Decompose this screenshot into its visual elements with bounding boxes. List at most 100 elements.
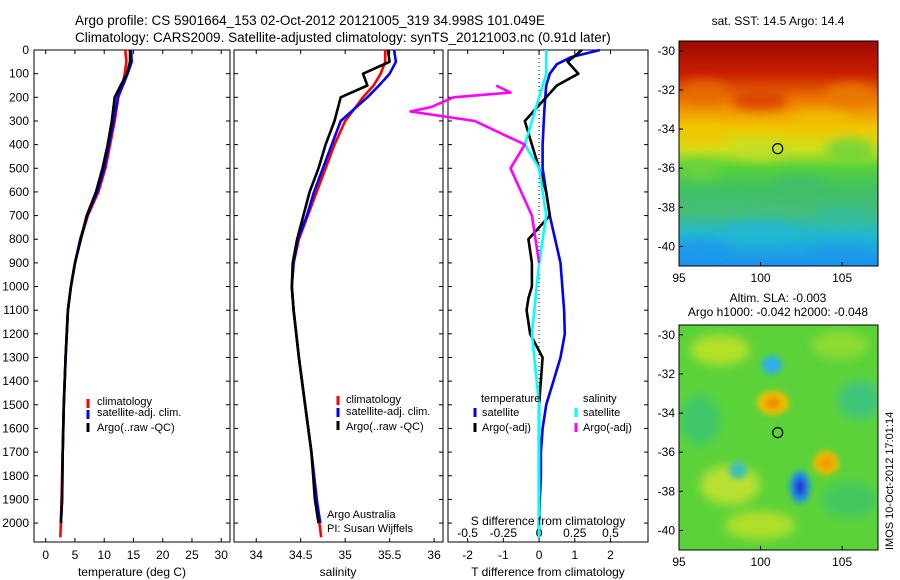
credit-line-1: Argo Australia	[327, 509, 396, 521]
depth-tick-label: 600	[9, 185, 29, 199]
s-difference-tick-label: 0.5	[602, 526, 619, 540]
sla-map-axes: 95 100 105 -30 -32 -34 -36 -38 -40	[658, 328, 853, 569]
depth-tick-label: 1600	[2, 421, 29, 435]
depth-tick-label: 0	[22, 43, 29, 57]
difference-series-sat	[537, 48, 601, 538]
map-ytick-label: -36	[658, 161, 676, 175]
salinity-plot: 34 34.5 35 35.5 36	[234, 49, 443, 562]
map-xtick-label: 100	[751, 271, 771, 285]
depth-tick-label: 500	[9, 161, 29, 175]
sla-label: Altim. SLA: -0.003	[730, 291, 827, 305]
depth-tick-label: 1400	[2, 374, 29, 388]
depth-tick-label: 100	[9, 67, 29, 81]
map-ytick-label: -38	[658, 200, 676, 214]
legend-heading-temperature: temperature	[481, 393, 540, 405]
legend-label-s-satellite: satellite	[583, 407, 620, 419]
map-ytick-label: -32	[658, 83, 676, 97]
temperature-xtick-label: 0	[42, 548, 49, 562]
salinity-panel-frame	[233, 49, 444, 543]
temperature-legend: climatology satellite-adj. clim. Argo(..…	[86, 396, 181, 434]
legend-label-t-argo: Argo(-adj)	[482, 422, 531, 434]
timestamp-label: IMOS 10-Oct-2012 17:01:14	[884, 412, 896, 550]
salinity-xtick-label: 34	[250, 548, 264, 562]
legend-label-satellite: satellite-adj. clim.	[346, 406, 430, 418]
difference-panel-frame	[447, 49, 649, 543]
legend-label-argo: Argo(..raw -QC)	[97, 422, 175, 434]
s-difference-tick-label: -0.25	[490, 526, 518, 540]
difference-series-argo	[523, 48, 583, 538]
depth-tick-label: 1200	[2, 327, 29, 341]
temperature-axis-label: temperature (deg C)	[78, 565, 186, 579]
depth-tick-label: 300	[9, 114, 29, 128]
map-ytick-label: -34	[658, 406, 676, 420]
depth-tick-label: 800	[9, 232, 29, 246]
depth-tick-label: 1700	[2, 445, 29, 459]
temperature-xtick-label: 25	[185, 548, 199, 562]
legend-label-argo: Argo(..raw -QC)	[346, 421, 424, 433]
temperature-plot: 0 5 10 15 20 25 30	[34, 49, 230, 562]
legend-label-climatology: climatology	[346, 394, 402, 406]
temperature-xtick-label: 15	[127, 548, 141, 562]
difference-xtick-label: 0	[536, 548, 543, 562]
credit-line-2: PI: Susan Wijffels	[327, 523, 413, 535]
sst-map-image	[679, 41, 878, 266]
s-difference-tick-label: -0.5	[457, 526, 478, 540]
title-line-1: Argo profile: CS 5901664_153 02-Oct-2012…	[75, 13, 545, 28]
depth-tick-label: 900	[9, 256, 29, 270]
map-ytick-label: -30	[658, 44, 676, 58]
sst-map-axes: 95 100 105 -30 -32 -34 -36 -38 -40	[658, 44, 853, 285]
difference-xtick-label: 2	[607, 548, 614, 562]
sla-map-image	[679, 325, 878, 550]
legend-heading-salinity: salinity	[583, 393, 617, 405]
title-line-2: Climatology: CARS2009. Satellite-adjuste…	[75, 30, 611, 45]
difference-series-argo_s	[409, 84, 541, 264]
sst-map-frame	[678, 40, 879, 267]
map-ytick-label: -40	[658, 523, 676, 537]
legend-label-s-argo: Argo(-adj)	[583, 422, 632, 434]
depth-tick-label: 1900	[2, 492, 29, 506]
temperature-xtick-label: 10	[98, 548, 112, 562]
salinity-xtick-label: 35	[338, 548, 352, 562]
difference-series-sat_s	[523, 50, 548, 538]
difference-xtick-label: -1	[498, 548, 509, 562]
sst-map-title: sat. SST: 14.5 Argo: 14.4	[712, 14, 845, 28]
map-xtick-label: 95	[672, 271, 686, 285]
depth-tick-label: 700	[9, 209, 29, 223]
depth-tick-label: 1100	[3, 303, 29, 317]
legend-label-climatology: climatology	[97, 396, 153, 408]
difference-xtick-label: 1	[571, 548, 578, 562]
depth-tick-labels: 0 100 200 300 400 500 600 700 800 900 1000 1100 1200…	[2, 43, 29, 530]
temperature-panel-frame	[33, 49, 231, 543]
argo-location-marker	[772, 143, 784, 155]
depth-tick-label: 1300	[2, 351, 29, 365]
depth-tick-label: 1800	[2, 469, 29, 483]
depth-tick-label: 1500	[2, 398, 29, 412]
salinity-series-argo	[290, 49, 391, 524]
map-xtick-label: 100	[751, 555, 771, 569]
salinity-xtick-label: 35.5	[378, 548, 402, 562]
t-difference-axis-label: T difference from climatology	[471, 565, 625, 579]
legend-label-satellite: satellite-adj. clim.	[97, 407, 181, 419]
map-ytick-label: -38	[658, 484, 676, 498]
map-xtick-label: 105	[832, 271, 852, 285]
sla-map-frame	[678, 324, 879, 551]
map-ytick-label: -32	[658, 367, 676, 381]
salinity-xtick-label: 36	[427, 548, 441, 562]
temperature-xtick-label: 20	[156, 548, 170, 562]
map-xtick-label: 105	[832, 555, 852, 569]
depth-tick-label: 2000	[2, 516, 29, 530]
salinity-axis-label: salinity	[320, 565, 357, 579]
temperature-xtick-label: 30	[215, 548, 229, 562]
temperature-series-argo	[59, 50, 132, 524]
depth-tick-label: 200	[9, 90, 29, 104]
difference-legend: temperature satellite Argo(-adj) salinit…	[473, 393, 632, 434]
argo-height-label: Argo h1000: -0.042 h2000: -0.048	[688, 305, 868, 319]
salinity-legend: climatology satellite-adj. clim. Argo(..…	[336, 394, 430, 433]
s-difference-tick-label: 0.25	[563, 526, 587, 540]
salinity-xtick-label: 34.5	[289, 548, 313, 562]
map-ytick-label: -40	[658, 239, 676, 253]
map-ytick-label: -30	[658, 328, 676, 342]
argo-location-marker	[772, 427, 784, 439]
map-ytick-label: -34	[658, 122, 676, 136]
